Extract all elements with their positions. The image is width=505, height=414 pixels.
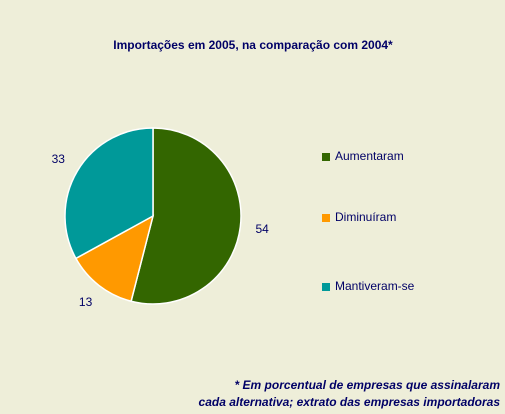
legend-swatch <box>322 283 330 291</box>
chart-title: Importações em 2005, na comparação com 2… <box>113 38 393 52</box>
data-label: 33 <box>52 152 66 166</box>
legend-swatch <box>322 214 330 222</box>
note: * Em porcentual de empresas que assinala… <box>235 378 501 392</box>
pie-slice <box>130 127 242 305</box>
data-label: 13 <box>79 295 93 309</box>
legend-swatch <box>322 153 330 161</box>
pie-slice <box>74 214 155 303</box>
legend-label: Aumentaram <box>335 149 404 163</box>
note: cada alternativa; extrato das empresas i… <box>199 395 501 409</box>
data-label: 54 <box>255 222 269 236</box>
legend-label: Diminuíram <box>335 210 396 224</box>
legend-label: Mantiveram-se <box>335 279 415 293</box>
pie-slice <box>64 127 154 260</box>
